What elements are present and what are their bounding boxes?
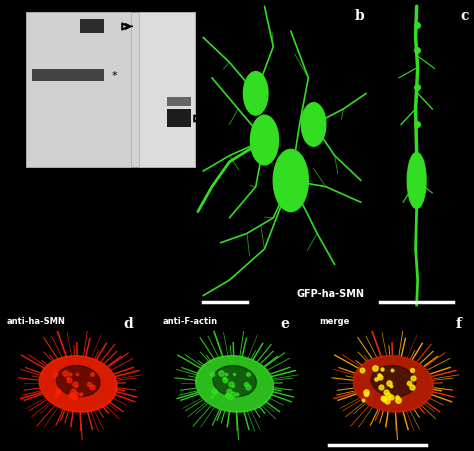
Ellipse shape [353, 356, 434, 412]
Text: 5: 5 [177, 5, 182, 11]
Text: MW: MW [2, 5, 13, 10]
Text: 4: 4 [153, 5, 157, 11]
Text: anti-F-actin: anti-F-actin [163, 317, 218, 326]
Text: 54-: 54- [4, 23, 17, 29]
Text: merge: merge [319, 317, 350, 326]
Bar [139, 12, 195, 167]
Circle shape [301, 103, 326, 146]
Text: 1: 1 [42, 5, 46, 11]
Text: b: b [355, 9, 365, 23]
Ellipse shape [196, 356, 273, 412]
Text: e: e [281, 317, 289, 331]
Text: (kDa): (kDa) [2, 18, 19, 23]
Text: 29-: 29- [4, 111, 17, 117]
FancyBboxPatch shape [26, 12, 195, 167]
Bar [80, 69, 103, 81]
Text: 2: 2 [65, 5, 70, 11]
Text: GFP-ha-SMN: GFP-ha-SMN [296, 289, 365, 299]
Bar [167, 97, 191, 106]
Bar [26, 12, 131, 167]
Ellipse shape [213, 366, 256, 396]
Text: anti-ha-SMN: anti-ha-SMN [6, 317, 65, 326]
Text: 3: 3 [89, 5, 94, 11]
Bar [32, 69, 56, 81]
Text: c: c [460, 9, 469, 23]
Bar [167, 109, 191, 127]
Bar [56, 69, 80, 81]
Circle shape [273, 149, 308, 212]
Ellipse shape [56, 366, 100, 396]
Text: 37-: 37- [4, 71, 17, 77]
Ellipse shape [371, 366, 416, 396]
Ellipse shape [39, 356, 117, 412]
Bar [80, 19, 103, 33]
Text: *: * [111, 71, 117, 81]
Circle shape [244, 72, 268, 115]
Circle shape [250, 115, 279, 165]
Text: f: f [455, 317, 461, 331]
Circle shape [407, 152, 426, 208]
Text: d: d [123, 317, 133, 331]
